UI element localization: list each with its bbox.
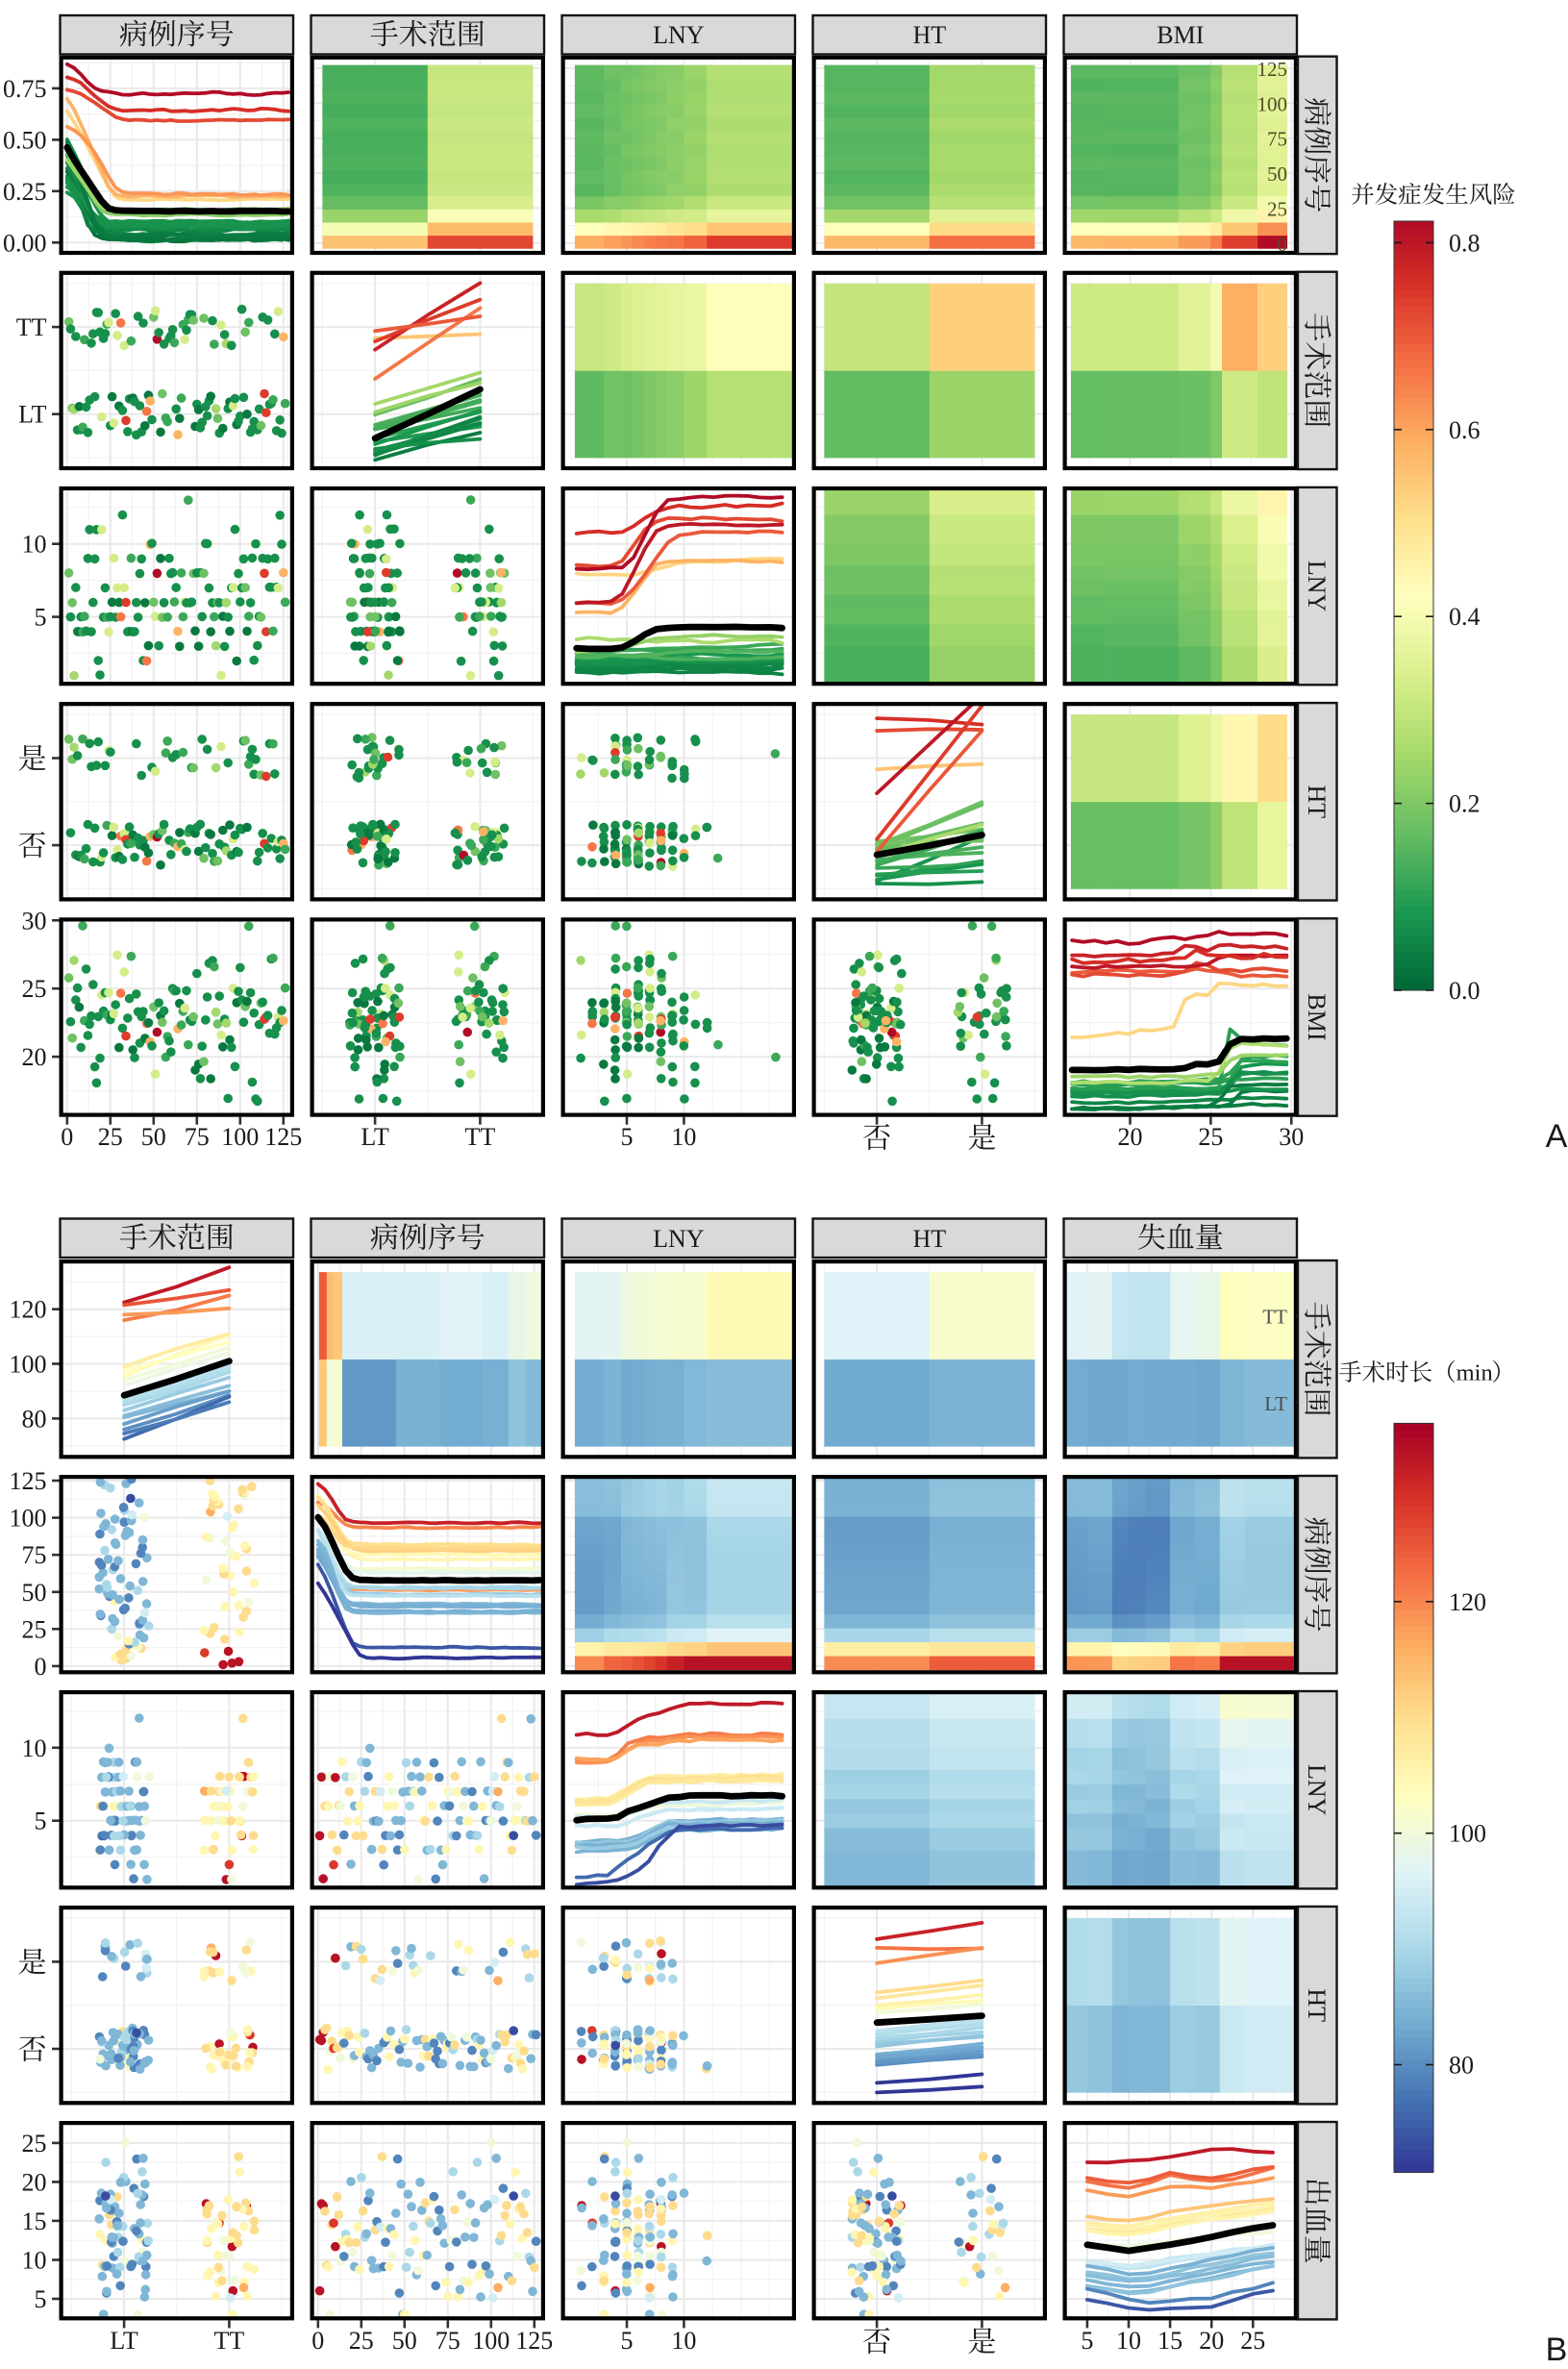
- svg-text:0.25: 0.25: [3, 178, 47, 206]
- svg-text:50: 50: [392, 2327, 417, 2355]
- svg-text:0: 0: [311, 2327, 324, 2355]
- svg-text:0.4: 0.4: [1449, 603, 1481, 631]
- svg-text:25: 25: [349, 2327, 374, 2355]
- svg-text:20: 20: [22, 1043, 47, 1071]
- svg-text:5: 5: [621, 2327, 634, 2355]
- svg-text:BMI: BMI: [1157, 21, 1204, 49]
- svg-text:10: 10: [671, 1123, 696, 1151]
- svg-text:100: 100: [1257, 92, 1288, 115]
- svg-text:HT: HT: [912, 21, 946, 49]
- svg-text:50: 50: [22, 1579, 47, 1607]
- svg-text:10: 10: [671, 2327, 696, 2355]
- svg-text:80: 80: [22, 1405, 47, 1433]
- svg-text:120: 120: [1449, 1588, 1486, 1616]
- svg-text:0: 0: [35, 1653, 47, 1681]
- svg-text:80: 80: [1449, 2052, 1474, 2080]
- svg-text:5: 5: [1081, 2327, 1093, 2355]
- svg-text:10: 10: [22, 2247, 47, 2275]
- svg-text:0.8: 0.8: [1449, 229, 1481, 257]
- svg-text:5: 5: [35, 604, 47, 632]
- svg-text:25: 25: [22, 1615, 47, 1643]
- svg-text:100: 100: [472, 2327, 510, 2355]
- svg-text:75: 75: [1267, 128, 1287, 151]
- svg-text:120: 120: [10, 1296, 47, 1324]
- svg-text:TT: TT: [16, 313, 47, 341]
- svg-text:100: 100: [221, 1123, 259, 1151]
- svg-text:100: 100: [1449, 1820, 1486, 1848]
- svg-text:LT: LT: [361, 1123, 388, 1151]
- svg-text:125: 125: [264, 1123, 302, 1151]
- svg-text:25: 25: [98, 1123, 123, 1151]
- svg-text:20: 20: [1118, 1123, 1143, 1151]
- svg-text:0.6: 0.6: [1449, 416, 1481, 444]
- svg-text:15: 15: [1157, 2327, 1182, 2355]
- svg-text:10: 10: [1116, 2327, 1141, 2355]
- svg-text:25: 25: [1198, 1123, 1223, 1151]
- svg-text:0.75: 0.75: [3, 75, 47, 103]
- svg-text:TT: TT: [1262, 1305, 1287, 1328]
- svg-text:125: 125: [515, 2327, 553, 2355]
- svg-text:min: min: [1456, 1360, 1493, 1386]
- svg-text:10: 10: [22, 531, 47, 559]
- svg-text:HT: HT: [1303, 785, 1331, 818]
- svg-text:25: 25: [22, 2130, 47, 2157]
- svg-text:30: 30: [22, 907, 47, 935]
- svg-text:A: A: [1546, 1118, 1568, 1155]
- svg-text:0: 0: [61, 1123, 73, 1151]
- svg-text:5: 5: [35, 2285, 47, 2313]
- svg-text:BMI: BMI: [1303, 993, 1331, 1040]
- svg-text:100: 100: [10, 1505, 47, 1533]
- svg-text:50: 50: [141, 1123, 166, 1151]
- svg-text:TT: TT: [465, 1123, 496, 1151]
- svg-text:HT: HT: [1303, 1988, 1331, 2022]
- svg-text:LNY: LNY: [1303, 1764, 1331, 1816]
- svg-text:B: B: [1546, 2332, 1568, 2364]
- svg-text:LT: LT: [18, 401, 46, 429]
- svg-text:5: 5: [35, 1808, 47, 1835]
- svg-text:10: 10: [22, 1734, 47, 1762]
- svg-text:5: 5: [621, 1123, 634, 1151]
- svg-text:25: 25: [1267, 197, 1287, 220]
- svg-text:0.50: 0.50: [3, 126, 47, 154]
- svg-text:25: 25: [1240, 2327, 1265, 2355]
- svg-text:TT: TT: [214, 2327, 245, 2355]
- svg-text:125: 125: [1257, 58, 1288, 81]
- svg-text:15: 15: [22, 2207, 47, 2235]
- svg-text:30: 30: [1279, 1123, 1304, 1151]
- svg-text:HT: HT: [912, 1225, 946, 1253]
- svg-text:LT: LT: [1264, 1392, 1287, 1415]
- svg-text:75: 75: [22, 1541, 47, 1569]
- svg-text:LNY: LNY: [653, 1225, 705, 1253]
- svg-text:0: 0: [1278, 233, 1288, 256]
- svg-text:20: 20: [1199, 2327, 1224, 2355]
- svg-text:LT: LT: [110, 2327, 137, 2355]
- svg-text:75: 75: [185, 1123, 210, 1151]
- svg-text:125: 125: [10, 1467, 47, 1495]
- svg-text:75: 75: [436, 2327, 460, 2355]
- svg-text:100: 100: [10, 1351, 47, 1379]
- svg-text:0.00: 0.00: [3, 229, 47, 257]
- svg-text:25: 25: [22, 975, 47, 1003]
- svg-text:50: 50: [1267, 162, 1287, 186]
- svg-text:0.0: 0.0: [1449, 977, 1481, 1005]
- svg-text:0.2: 0.2: [1449, 790, 1481, 818]
- svg-text:20: 20: [22, 2168, 47, 2196]
- svg-text:LNY: LNY: [1303, 561, 1331, 612]
- svg-text:LNY: LNY: [653, 21, 705, 49]
